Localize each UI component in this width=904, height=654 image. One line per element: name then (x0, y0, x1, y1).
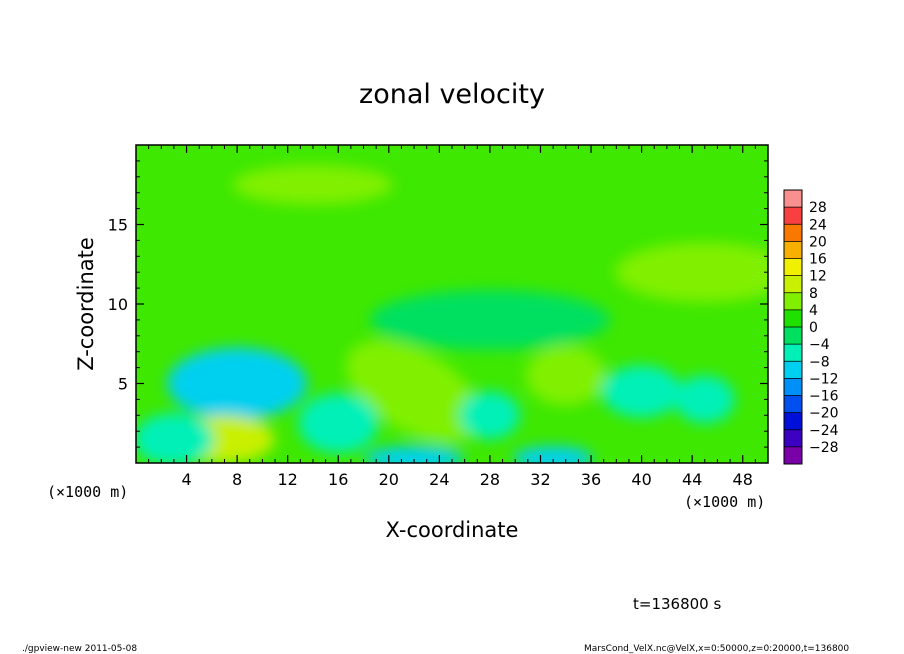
x-unit-right: (×1000 m) (684, 493, 765, 511)
colorbar-cell (784, 344, 802, 362)
y-axis-label: Z-coordinate (74, 237, 98, 371)
x-tick-label: 32 (530, 470, 550, 489)
colorbar-label: −24 (809, 423, 839, 439)
x-tick-label: 12 (278, 470, 298, 489)
colorbar-cell (784, 327, 802, 345)
y-tick-label: 15 (108, 216, 128, 235)
x-unit-left: (×1000 m) (47, 483, 128, 501)
field-feature (369, 289, 610, 350)
colorbar-cell (784, 309, 802, 327)
colorbar-cell (784, 395, 802, 413)
x-tick-label: 44 (682, 470, 702, 489)
colorbar-cell (784, 378, 802, 396)
field-layer (136, 164, 768, 463)
colorbar-cell (784, 190, 802, 208)
program-label: ./gpview-new 2011-05-08 (22, 644, 137, 654)
y-tick-label: 5 (118, 375, 128, 394)
colorbar-cell (784, 361, 802, 379)
colorbar-label: 8 (809, 286, 818, 302)
field-feature (601, 365, 682, 418)
x-tick-label: 4 (181, 470, 191, 489)
colorbar-label: −16 (809, 389, 839, 405)
field-feature (513, 446, 594, 463)
colorbar-cell (784, 207, 802, 225)
colorbar-label: −4 (809, 337, 830, 353)
colorbar-cell (784, 275, 802, 293)
x-tick-label: 8 (232, 470, 242, 489)
colorbar-label: 16 (809, 252, 827, 268)
x-axis-label: X-coordinate (386, 518, 519, 542)
field-feature (167, 347, 308, 420)
x-tick-label: 40 (631, 470, 651, 489)
field-feature (136, 413, 214, 463)
colorbar-label: 24 (809, 217, 827, 233)
x-tick-label: 28 (480, 470, 500, 489)
x-tick-label: 16 (328, 470, 348, 489)
colorbar-cell (784, 429, 802, 447)
x-tick-label: 20 (379, 470, 399, 489)
colorbar-label: −20 (809, 406, 839, 422)
source-label: MarsCond_VelX.nc@VelX,x=0:50000,z=0:2000… (584, 644, 849, 654)
colorbar-label: −12 (809, 371, 839, 387)
y-axis: 5 10 15 (108, 160, 768, 448)
field-feature (232, 164, 393, 205)
colorbar-cell (784, 224, 802, 242)
x-tick-label: 48 (733, 470, 753, 489)
colorbar-cell (784, 292, 802, 310)
colorbar-cell (784, 412, 802, 430)
colorbar-cell (784, 241, 802, 259)
x-tick-label: 24 (429, 470, 449, 489)
field-feature (346, 340, 483, 443)
colorbar-cell (784, 446, 802, 464)
colorbar-label: 0 (809, 320, 818, 336)
field-feature (674, 375, 735, 424)
colorbar-label: −28 (809, 440, 839, 456)
field-feature (364, 446, 465, 463)
colorbar-label: −8 (809, 354, 830, 370)
y-tick-label: 10 (108, 295, 128, 314)
field-feature (614, 242, 768, 303)
field-feature (525, 345, 606, 406)
x-tick-label: 36 (581, 470, 601, 489)
x-axis: 4 8 12 16 20 24 28 32 36 40 44 48 (148, 145, 756, 489)
colorbar-cell (784, 258, 802, 276)
field-feature (298, 393, 379, 454)
colorbar-label: 12 (809, 269, 827, 285)
colorbar-label: 20 (809, 234, 827, 250)
colorbar-label: 28 (809, 200, 827, 216)
chart-title: zonal velocity (359, 79, 545, 110)
field-feature (459, 391, 520, 440)
colorbar-label: 4 (809, 303, 818, 319)
time-label: t=136800 s (633, 595, 721, 613)
